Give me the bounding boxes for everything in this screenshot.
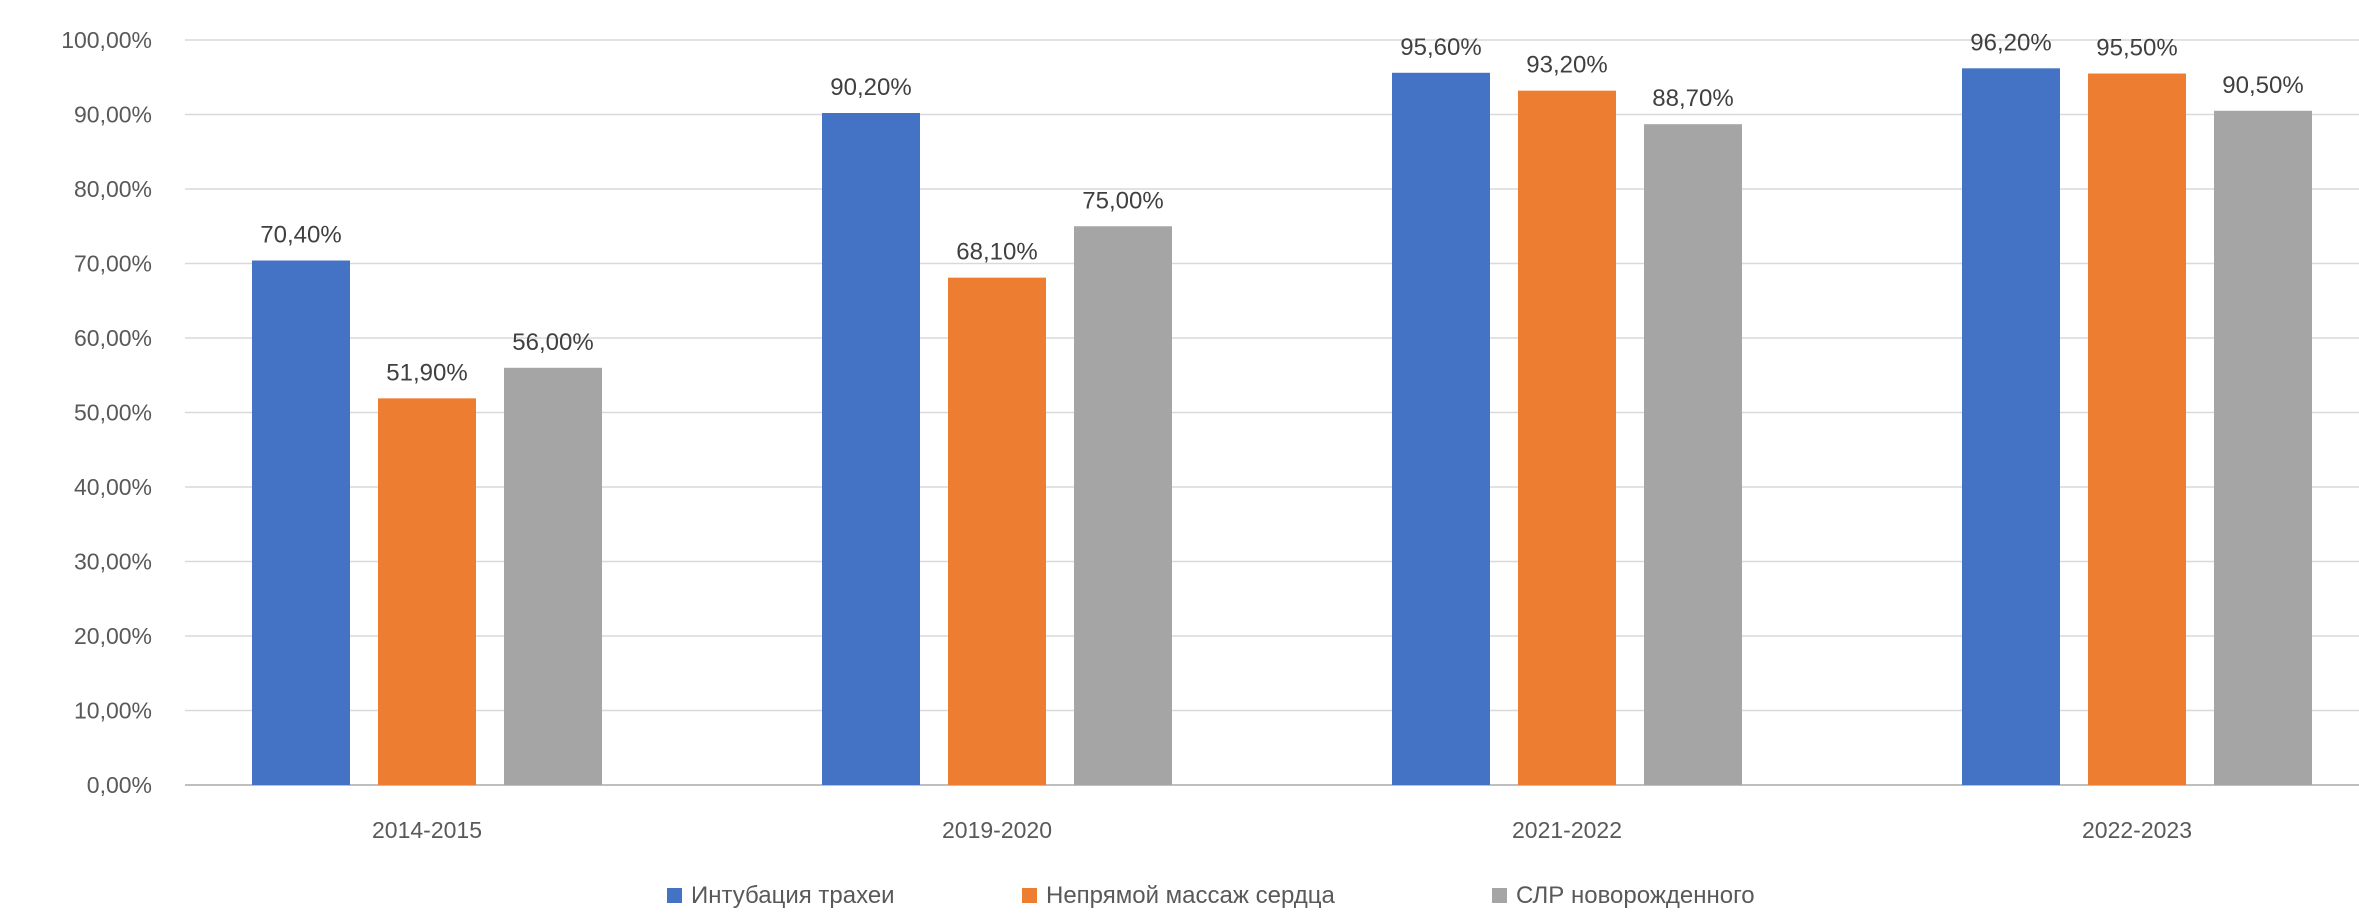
- y-tick-label: 90,00%: [74, 102, 152, 128]
- legend-swatch: [1492, 888, 1507, 903]
- category-label: 2019-2020: [942, 817, 1052, 843]
- y-axis-ticks: 0,00% 10,00% 20,00% 30,00% 40,00% 50,00% 60,00…: [61, 27, 152, 798]
- bar: [948, 277, 1046, 785]
- category-label: 2021-2022: [1512, 817, 1622, 843]
- category-label: 2014-2015: [372, 817, 482, 843]
- y-tick-label: 80,00%: [74, 176, 152, 202]
- y-tick-label: 20,00%: [74, 623, 152, 649]
- legend: Интубация трахеи Непрямой массаж сердца СЛ…: [667, 882, 1755, 909]
- legend-label: Интубация трахеи: [691, 882, 895, 908]
- y-tick-label: 60,00%: [74, 325, 152, 351]
- data-label: 95,60%: [1400, 34, 1481, 61]
- legend-swatch: [667, 888, 682, 903]
- bar: [2088, 73, 2186, 785]
- bar: [1644, 124, 1742, 785]
- bar: [822, 113, 920, 785]
- bar: [2214, 110, 2312, 785]
- bar: [1518, 90, 1616, 785]
- y-tick-label: 0,00%: [87, 772, 152, 798]
- bar: [1074, 226, 1172, 785]
- bar: [1392, 72, 1490, 785]
- data-label: 90,50%: [2222, 72, 2303, 99]
- y-tick-label: 50,00%: [74, 400, 152, 426]
- bar: [252, 260, 350, 785]
- bar: [1962, 68, 2060, 785]
- legend-swatch: [1022, 888, 1037, 903]
- data-label: 75,00%: [1082, 187, 1163, 214]
- y-tick-label: 10,00%: [74, 698, 152, 724]
- legend-label: Непрямой массаж сердца: [1046, 882, 1335, 908]
- bar: [378, 398, 476, 785]
- data-label: 95,50%: [2096, 35, 2177, 62]
- data-label: 93,20%: [1526, 52, 1607, 79]
- data-label: 90,20%: [830, 74, 911, 101]
- y-tick-label: 100,00%: [61, 27, 152, 53]
- legend-label: СЛР новорожденного: [1516, 882, 1755, 908]
- data-label: 51,90%: [386, 359, 467, 386]
- y-tick-label: 40,00%: [74, 474, 152, 500]
- data-label: 88,70%: [1652, 85, 1733, 112]
- category-label: 2022-2023: [2082, 817, 2192, 843]
- data-label: 70,40%: [260, 222, 341, 249]
- y-tick-label: 30,00%: [74, 549, 152, 575]
- data-label: 96,20%: [1970, 29, 2051, 56]
- data-label: 56,00%: [512, 329, 593, 356]
- bars: [252, 68, 2312, 785]
- y-tick-label: 70,00%: [74, 251, 152, 277]
- data-label: 68,10%: [956, 239, 1037, 266]
- x-axis-categories: 2014-2015 2019-2020 2021-2022 2022-2023: [372, 817, 2192, 843]
- data-labels: 70,40% 51,90% 56,00% 90,20% 68,10% 75,00% 95,6…: [260, 29, 2303, 386]
- bar: [504, 367, 602, 785]
